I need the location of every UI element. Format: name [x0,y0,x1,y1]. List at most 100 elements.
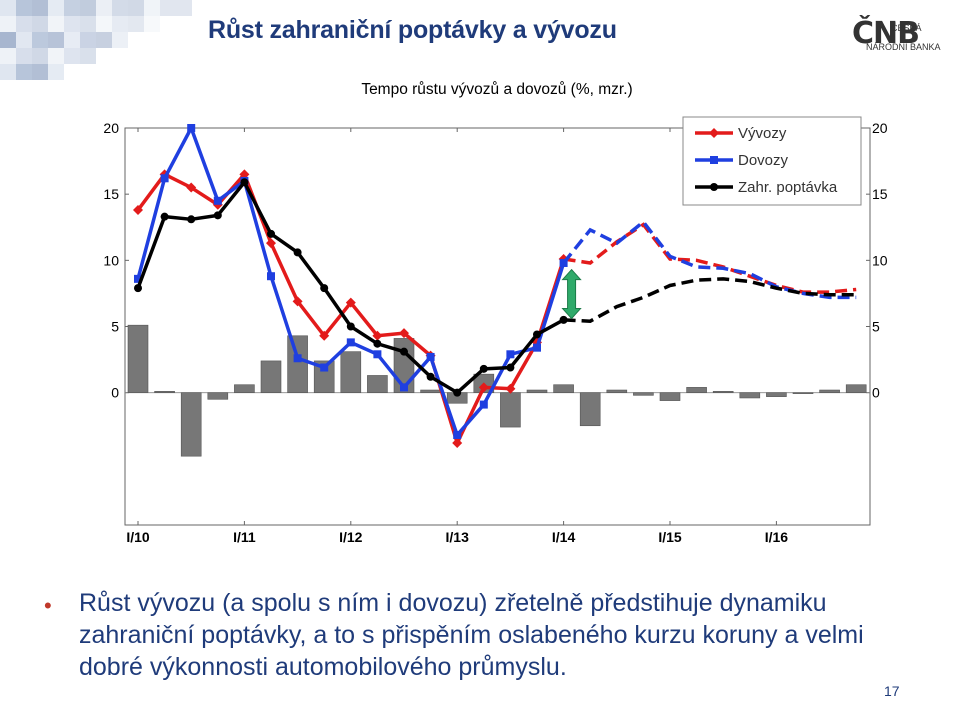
x-tick-label: I/16 [765,529,789,545]
y-tick-label-right: 0 [872,385,880,401]
mosaic-tile [112,0,128,16]
x-tick-label: I/13 [446,529,470,545]
bar [500,392,521,428]
data-point-circle [506,363,515,372]
bar [845,384,867,393]
bar [792,392,814,394]
bar [180,392,202,457]
bar [739,392,761,399]
bar [659,392,681,401]
mosaic-tile [16,32,32,48]
data-point-square [160,174,169,183]
data-point-circle [710,183,718,191]
bar [287,335,308,393]
data-point-diamond [266,238,276,249]
data-point-diamond [372,330,383,341]
y-tick-label-left: 15 [103,186,119,202]
data-point-circle [160,212,169,221]
bar [633,392,654,396]
bar [712,391,734,393]
x-tick-label: I/12 [339,529,363,545]
data-point-diamond [319,330,330,341]
bar [606,389,628,393]
slide-title: Růst zahraniční poptávky a vývozu [208,16,617,44]
bar [553,384,574,393]
bar [154,391,175,393]
data-point-circle [134,284,142,293]
legend-label: Vývozy [738,125,787,142]
y-tick-label-right: 5 [872,319,880,335]
x-tick-label: I/11 [233,529,256,545]
y-tick-label-right: 20 [872,120,888,136]
data-point-square [453,431,462,440]
mosaic-tile [128,16,144,32]
mosaic-tile [64,48,80,64]
data-point-square [373,350,382,359]
mosaic-tile [64,32,80,48]
data-point-circle [187,215,196,224]
mosaic-tile [32,64,48,80]
mosaic-tile [0,0,16,16]
bullet-marker: • [44,593,52,618]
data-point-circle [453,388,462,397]
mosaic-tile [16,0,32,16]
data-point-square [710,156,718,164]
mosaic-tile [48,48,64,64]
data-point-circle [267,229,275,238]
series-circle [134,178,857,397]
y-tick-label-left: 5 [111,319,119,335]
x-tick-label: I/14 [552,529,576,545]
data-point-circle [559,315,568,324]
gap-arrow [561,268,582,320]
bar [526,389,548,393]
mosaic-tile [48,64,64,80]
mosaic-tile [0,16,16,32]
series-forecast-line [562,219,857,300]
data-point-square [267,272,275,281]
mosaic-tile [144,16,160,32]
mosaic-tile [96,0,112,16]
data-point-diamond [478,382,489,393]
legend-label: Zahr. poptávka [738,179,838,196]
legend-label: Dovozy [738,152,789,169]
mosaic-tile [64,0,80,16]
bar [234,384,255,393]
series-forecast-line [563,222,857,294]
data-point-square [346,338,355,347]
mosaic-tile [128,0,144,16]
data-point-diamond [399,328,409,339]
logo-line-2: NÁRODNÍ BANKA [866,42,941,52]
y-tick-label-right: 15 [872,186,888,202]
mosaic-tile [0,48,16,64]
mosaic-tile [48,32,64,48]
mosaic-tile [48,16,64,32]
data-point-diamond [709,128,719,138]
mosaic-tile [48,0,64,16]
mosaic-tile [32,32,48,48]
data-point-circle [533,330,541,339]
data-point-circle [240,178,249,187]
bar [207,392,229,400]
data-point-square [293,354,302,363]
data-point-circle [400,347,408,356]
mosaic-tile [80,16,96,32]
cnb-logo: ČNB ČESKÁ NÁRODNÍ BANKA [852,16,952,56]
y-tick-label-left: 20 [103,120,119,136]
bar [579,392,601,427]
data-point-diamond [239,169,250,180]
data-point-square [426,352,435,361]
page-number: 17 [884,683,900,699]
mosaic-tile [32,48,48,64]
mosaic-tile [96,32,112,48]
chart-legend: Vývozy Dovozy Zahr. poptávka [682,116,862,206]
data-point-diamond [452,437,463,448]
bar [260,360,282,393]
mosaic-tile [144,0,160,16]
mosaic-tile [16,48,32,64]
mosaic-tile [160,0,176,16]
data-point-circle [346,322,355,331]
data-point-circle [426,372,435,381]
data-point-square [506,350,515,359]
bar [819,389,840,393]
